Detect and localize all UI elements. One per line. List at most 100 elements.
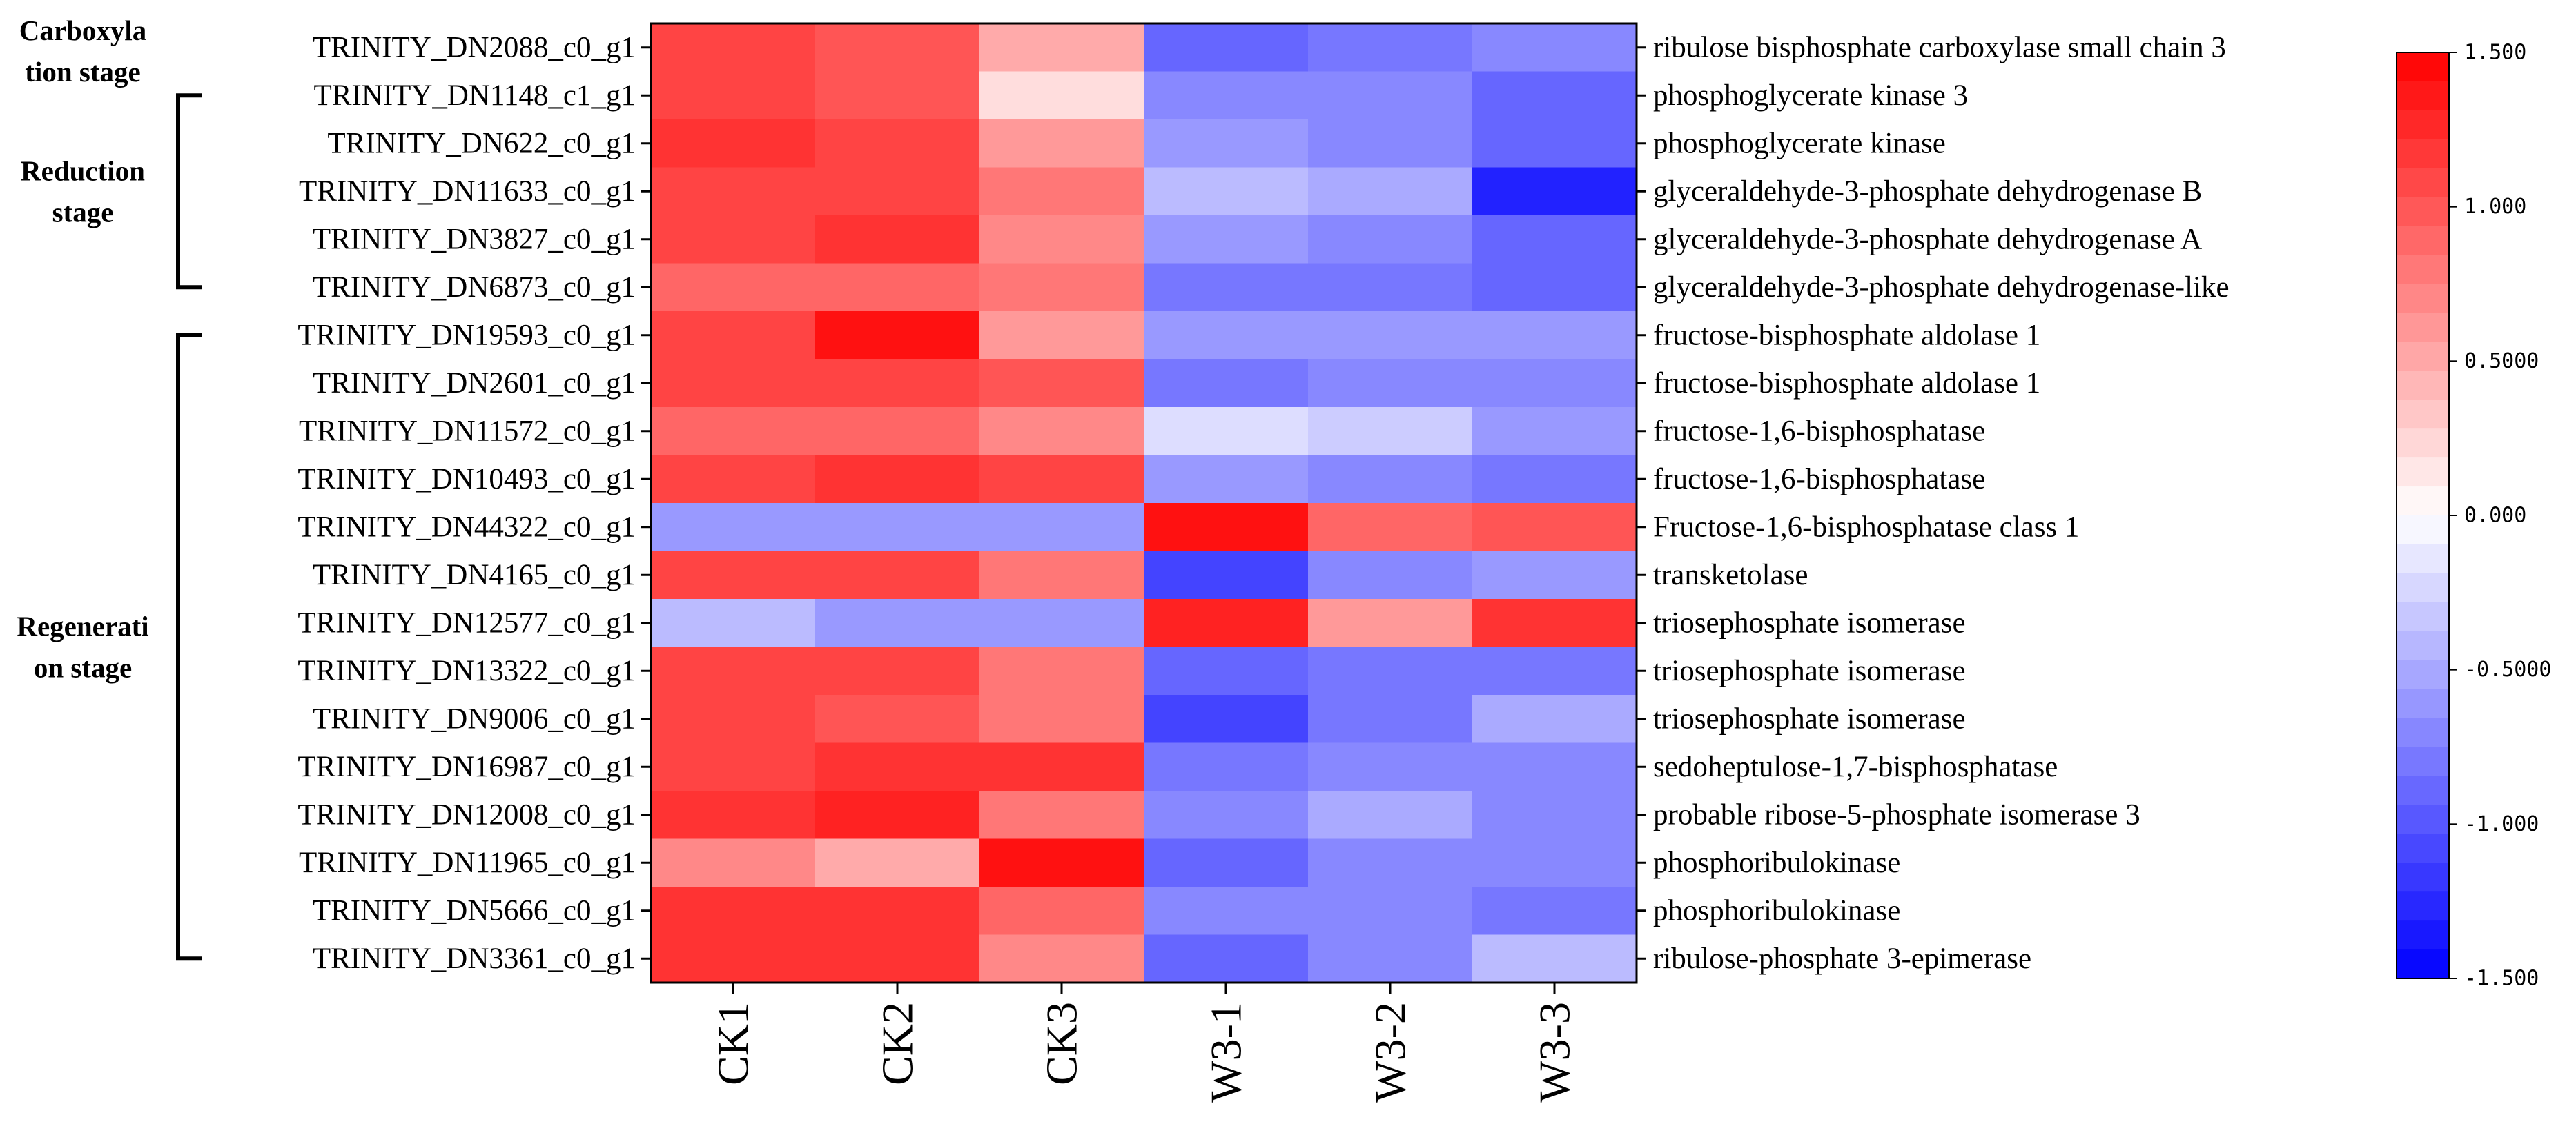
- heatmap-cell: [1308, 887, 1473, 936]
- heatmap-cell: [651, 455, 816, 504]
- heatmap-cell: [1308, 503, 1473, 552]
- plot-border: [650, 22, 1638, 984]
- heatmap-cell: [815, 119, 980, 168]
- heatmap-cell: [651, 887, 816, 936]
- heatmap-cell: [979, 359, 1144, 408]
- heatmap-cell: [1472, 599, 1637, 648]
- gene-id-label: TRINITY_DN10493_c0_g1: [297, 463, 636, 495]
- colorbar-swatch: [2397, 631, 2449, 661]
- gene-id-label: TRINITY_DN12577_c0_g1: [297, 607, 636, 639]
- gene-id-label: TRINITY_DN12008_c0_g1: [297, 798, 636, 831]
- heatmap-cell: [651, 934, 816, 983]
- heatmap-cell: [1308, 455, 1473, 504]
- heatmap-cell: [1472, 455, 1637, 504]
- colorbar-tick-label: 0.5000: [2464, 349, 2539, 373]
- gene-id-label: TRINITY_DN44322_c0_g1: [297, 511, 636, 543]
- heatmap-cell: [1308, 695, 1473, 744]
- colorbar-swatch: [2397, 660, 2449, 690]
- gene-annotation-label: glyceraldehyde-3-phosphate dehydrogenase…: [1653, 271, 2229, 304]
- annotation-labels: ribulose bisphosphate carboxylase small …: [1653, 31, 2229, 975]
- heatmap-cell: [651, 215, 816, 264]
- heatmap-cell: [651, 742, 816, 791]
- colorbar-swatch: [2397, 197, 2449, 227]
- heatmap-cell: [651, 407, 816, 456]
- colorbar-swatch: [2397, 400, 2449, 429]
- gene-annotation-label: ribulose-phosphate 3-epimerase: [1653, 943, 2031, 975]
- gene-id-label: TRINITY_DN11965_c0_g1: [299, 847, 636, 879]
- colorbar-swatch: [2397, 284, 2449, 314]
- heatmap-cell: [815, 311, 980, 360]
- heatmap-cell: [815, 695, 980, 744]
- gene-id-label: TRINITY_DN9006_c0_g1: [313, 702, 636, 735]
- heatmap-cell: [979, 71, 1144, 120]
- gene-annotation-label: fructose-bisphosphate aldolase 1: [1653, 367, 2040, 400]
- heatmap-cell: [979, 263, 1144, 312]
- colorbar-swatch: [2397, 920, 2449, 950]
- gene-id-label: TRINITY_DN3361_c0_g1: [313, 943, 636, 975]
- gene-id-label: TRINITY_DN2601_c0_g1: [313, 367, 636, 400]
- colorbar-swatch: [2397, 834, 2449, 863]
- heatmap-cell: [979, 742, 1144, 791]
- gene-id-label: TRINITY_DN5666_c0_g1: [313, 894, 636, 927]
- heatmap-cell: [1308, 838, 1473, 887]
- heatmap-cell: [651, 551, 816, 600]
- colorbar-swatch: [2397, 255, 2449, 285]
- heatmap-cell: [651, 311, 816, 360]
- gene-annotation-label: triosephosphate isomerase: [1653, 702, 1966, 735]
- gene-annotation-label: fructose-bisphosphate aldolase 1: [1653, 319, 2040, 351]
- stage-label: tion stage: [25, 56, 140, 88]
- heatmap-cell: [1144, 359, 1309, 408]
- heatmap-cell: [651, 647, 816, 696]
- heatmap-cell: [979, 599, 1144, 648]
- heatmap-cell: [1472, 215, 1637, 264]
- heatmap-cell: [1144, 599, 1309, 648]
- column-label: CK2: [873, 1002, 922, 1085]
- heatmap-cell: [815, 359, 980, 408]
- heatmap-cell: [1144, 167, 1309, 216]
- gene-id-label: TRINITY_DN3827_c0_g1: [313, 223, 636, 255]
- colorbar-swatch: [2397, 747, 2449, 777]
- colorbar-swatch: [2397, 52, 2449, 82]
- heatmap-cell: [651, 599, 816, 648]
- heatmap-cell: [1308, 407, 1473, 456]
- gene-id-label: TRINITY_DN11633_c0_g1: [299, 175, 636, 208]
- heatmap-cell: [1308, 551, 1473, 600]
- gene-annotation-label: sedoheptulose-1,7-bisphosphatase: [1653, 751, 2058, 783]
- stage-label: stage: [52, 196, 114, 228]
- heatmap-cell: [1144, 838, 1309, 887]
- gene-id-label: TRINITY_DN2088_c0_g1: [313, 31, 636, 63]
- heatmap-cell: [651, 119, 816, 168]
- heatmap-cell: [1472, 167, 1637, 216]
- colorbar-swatch: [2397, 515, 2449, 545]
- column-label: W3-1: [1202, 1002, 1251, 1103]
- heatmap-cell: [815, 934, 980, 983]
- heatmap-cell: [1144, 934, 1309, 983]
- heatmap-cell: [1472, 838, 1637, 887]
- heatmap-cell: [1472, 407, 1637, 456]
- colorbar-swatch: [2397, 573, 2449, 603]
- heatmap-cell: [651, 503, 816, 552]
- row-labels: TRINITY_DN2088_c0_g1 TRINITY_DN1148_c1_g1…: [297, 31, 636, 975]
- gene-id-label: TRINITY_DN4165_c0_g1: [313, 559, 636, 591]
- stage-label: Regenerati: [17, 611, 148, 642]
- colorbar-swatch: [2397, 81, 2449, 111]
- colorbar-swatch: [2397, 457, 2449, 487]
- heatmap-cell: [651, 23, 816, 72]
- heatmap-cell: [979, 503, 1144, 552]
- heatmap-cell: [1308, 791, 1473, 840]
- heatmap-cell: [979, 215, 1144, 264]
- heatmap-cell: [1144, 455, 1309, 504]
- heatmap-cell: [1144, 887, 1309, 936]
- heatmap-cell: [1472, 359, 1637, 408]
- heatmap-cell: [1308, 23, 1473, 72]
- gene-annotation-label: probable ribose-5-phosphate isomerase 3: [1653, 798, 2140, 831]
- heatmap-cell: [1308, 119, 1473, 168]
- heatmap-cell: [1472, 887, 1637, 936]
- heatmap-cell: [979, 695, 1144, 744]
- heatmap-cell: [1472, 311, 1637, 360]
- heatmap-cell: [1472, 263, 1637, 312]
- stage-bracket: [176, 333, 202, 961]
- heatmap-cell: [1472, 791, 1637, 840]
